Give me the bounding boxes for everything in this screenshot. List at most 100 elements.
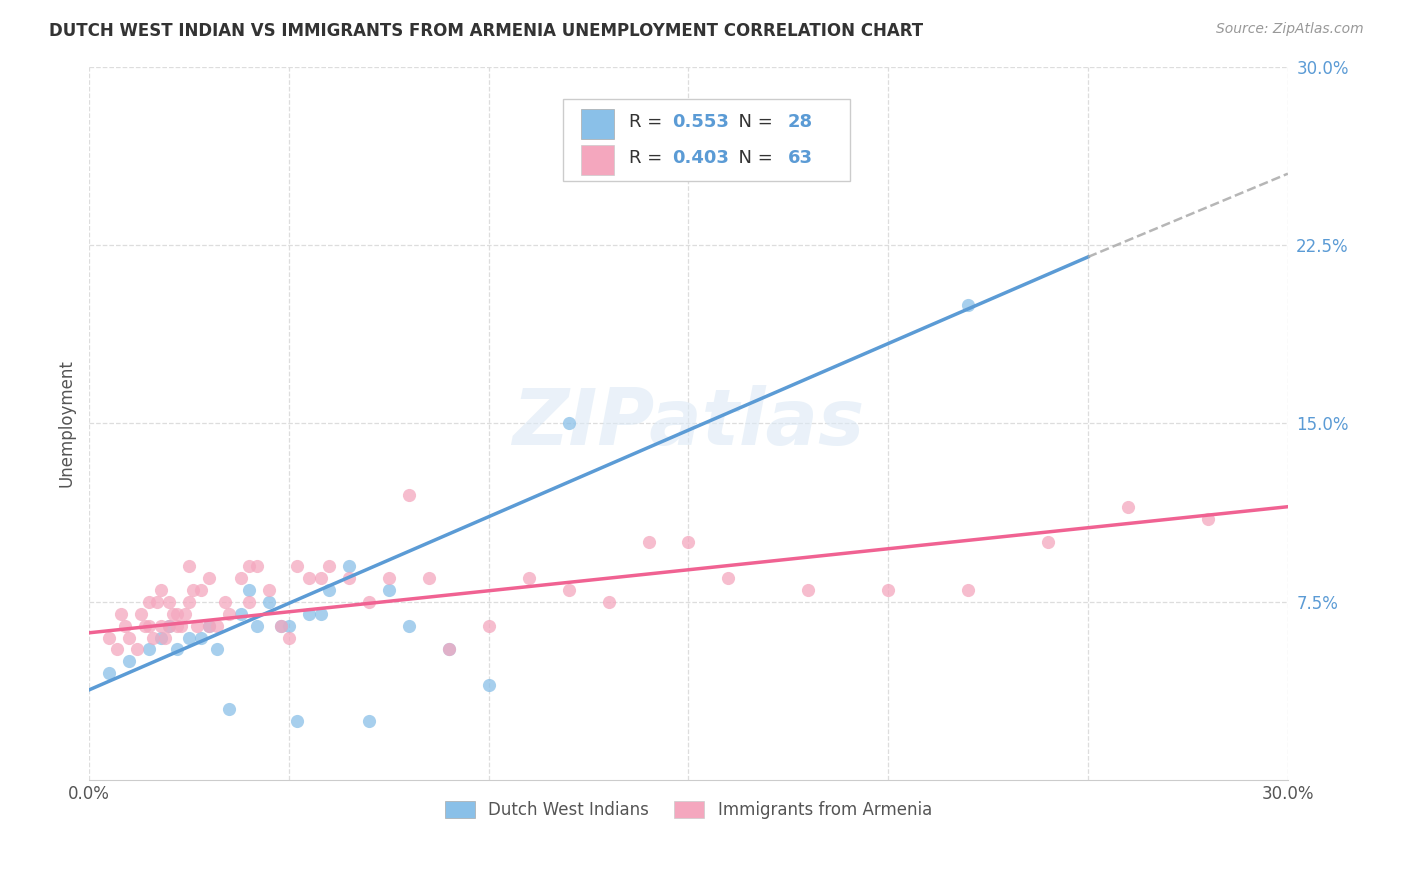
Point: [157, 595, 180, 609]
Point: [166, 642, 188, 657]
Point: [142, 631, 165, 645]
Point: [110, 607, 132, 621]
FancyBboxPatch shape: [562, 99, 851, 181]
Point: [877, 582, 900, 597]
Point: [157, 618, 180, 632]
Point: [105, 642, 128, 657]
Point: [134, 618, 156, 632]
Point: [157, 618, 180, 632]
Point: [229, 607, 252, 621]
Point: [238, 595, 260, 609]
Point: [437, 642, 460, 657]
Legend: Dutch West Indians, Immigrants from Armenia: Dutch West Indians, Immigrants from Arme…: [439, 794, 939, 825]
Text: R =: R =: [628, 113, 668, 131]
Text: N =: N =: [727, 113, 779, 131]
Text: R =: R =: [628, 149, 668, 167]
Text: 0.403: 0.403: [672, 149, 728, 167]
Point: [129, 607, 152, 621]
Point: [162, 607, 184, 621]
Point: [337, 559, 360, 574]
Point: [114, 618, 136, 632]
Point: [678, 535, 700, 549]
Point: [214, 595, 236, 609]
Point: [797, 582, 820, 597]
Text: N =: N =: [727, 149, 779, 167]
Point: [378, 571, 401, 585]
Point: [118, 654, 141, 668]
Point: [138, 618, 160, 632]
Point: [150, 631, 173, 645]
Point: [598, 595, 620, 609]
Point: [270, 618, 292, 632]
Point: [170, 618, 193, 632]
Text: Source: ZipAtlas.com: Source: ZipAtlas.com: [1216, 22, 1364, 37]
Point: [285, 714, 308, 728]
Point: [257, 595, 280, 609]
Point: [218, 607, 240, 621]
Point: [378, 582, 401, 597]
Point: [153, 631, 176, 645]
Point: [318, 582, 340, 597]
Point: [298, 607, 321, 621]
Point: [205, 618, 228, 632]
Point: [198, 618, 221, 632]
Point: [98, 631, 121, 645]
Point: [150, 582, 173, 597]
Point: [186, 618, 208, 632]
Point: [166, 618, 188, 632]
Point: [557, 582, 579, 597]
Point: [174, 607, 197, 621]
Point: [118, 631, 141, 645]
Point: [138, 595, 160, 609]
Point: [957, 582, 980, 597]
Text: 0.553: 0.553: [672, 113, 728, 131]
Text: 28: 28: [787, 113, 813, 131]
Point: [717, 571, 740, 585]
Point: [277, 631, 299, 645]
Point: [238, 582, 260, 597]
Point: [478, 618, 501, 632]
Point: [177, 631, 200, 645]
Point: [357, 714, 380, 728]
Point: [318, 559, 340, 574]
Point: [177, 595, 200, 609]
Point: [1116, 500, 1139, 514]
Bar: [581, 110, 614, 139]
Point: [1197, 511, 1219, 525]
Point: [138, 642, 160, 657]
Point: [957, 297, 980, 311]
Text: ZIPatlas: ZIPatlas: [512, 385, 865, 461]
Point: [190, 631, 212, 645]
Point: [198, 571, 221, 585]
Point: [285, 559, 308, 574]
Point: [238, 559, 260, 574]
Point: [246, 559, 269, 574]
Point: [257, 582, 280, 597]
Point: [277, 618, 299, 632]
Point: [246, 618, 269, 632]
Point: [309, 607, 332, 621]
Point: [337, 571, 360, 585]
Point: [166, 607, 188, 621]
Point: [557, 417, 579, 431]
Point: [150, 618, 173, 632]
Text: DUTCH WEST INDIAN VS IMMIGRANTS FROM ARMENIA UNEMPLOYMENT CORRELATION CHART: DUTCH WEST INDIAN VS IMMIGRANTS FROM ARM…: [49, 22, 924, 40]
Point: [198, 618, 221, 632]
Point: [205, 642, 228, 657]
Point: [398, 488, 420, 502]
Point: [181, 582, 204, 597]
Point: [309, 571, 332, 585]
Point: [98, 666, 121, 681]
Point: [146, 595, 169, 609]
Point: [437, 642, 460, 657]
Point: [229, 571, 252, 585]
Point: [517, 571, 540, 585]
Bar: [581, 145, 614, 175]
Point: [270, 618, 292, 632]
Point: [218, 702, 240, 716]
Point: [398, 618, 420, 632]
Point: [357, 595, 380, 609]
Y-axis label: Unemployment: Unemployment: [58, 359, 75, 487]
Point: [125, 642, 148, 657]
Point: [1036, 535, 1059, 549]
